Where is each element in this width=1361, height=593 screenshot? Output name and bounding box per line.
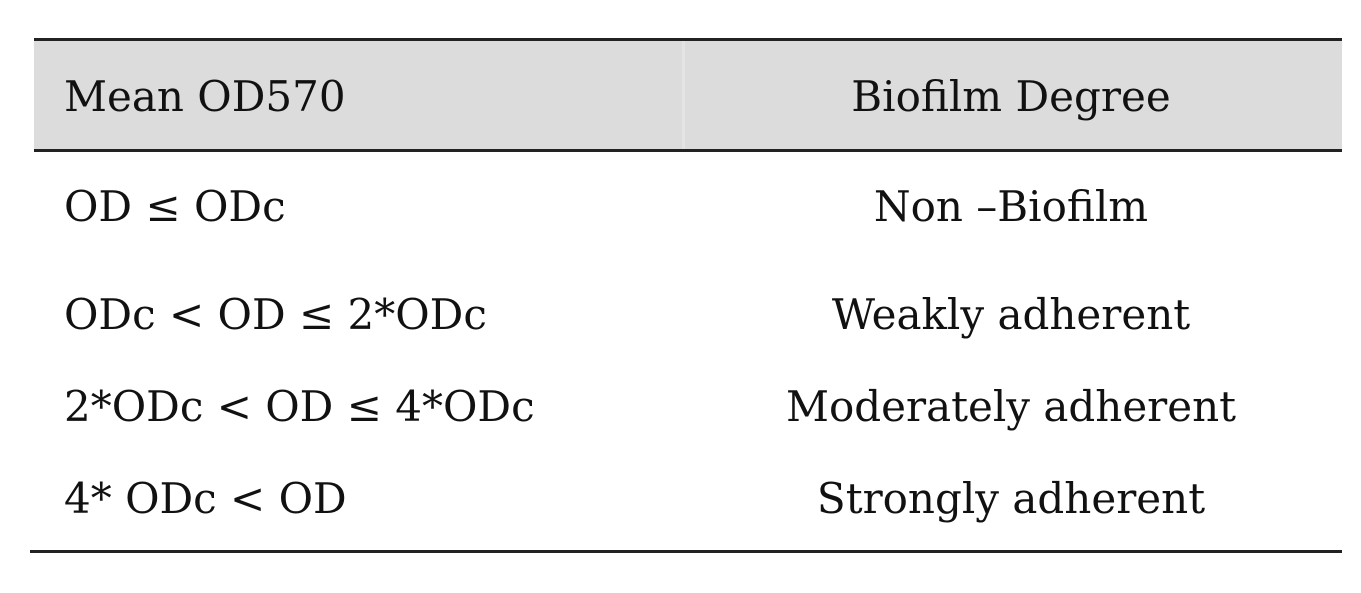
- header-column-divider: [682, 41, 685, 150]
- table-row-degree: Moderately adherent: [785, 382, 1237, 431]
- header-mean-od570: Mean OD570: [64, 72, 346, 121]
- table-row-degree: Weakly adherent: [831, 290, 1191, 339]
- header-biofilm-degree: Biofilm Degree: [851, 72, 1171, 121]
- table-row-od: 4* ODc < OD: [64, 474, 347, 523]
- table-top-rule: [34, 38, 1342, 41]
- table-header-rule: [34, 149, 1342, 152]
- table-row-degree: Non –Biofilm: [873, 182, 1149, 231]
- table-row-od: ODc < OD ≤ 2*ODc: [64, 290, 487, 339]
- biofilm-classification-table: Mean OD570 Biofilm Degree OD ≤ ODc Non –…: [30, 38, 1342, 554]
- table-header: [34, 41, 1342, 150]
- table-bottom-rule: [30, 550, 1342, 553]
- table-row-od: OD ≤ ODc: [64, 182, 286, 231]
- table-row-od: 2*ODc < OD ≤ 4*ODc: [64, 382, 535, 431]
- table-row-degree: Strongly adherent: [816, 474, 1206, 523]
